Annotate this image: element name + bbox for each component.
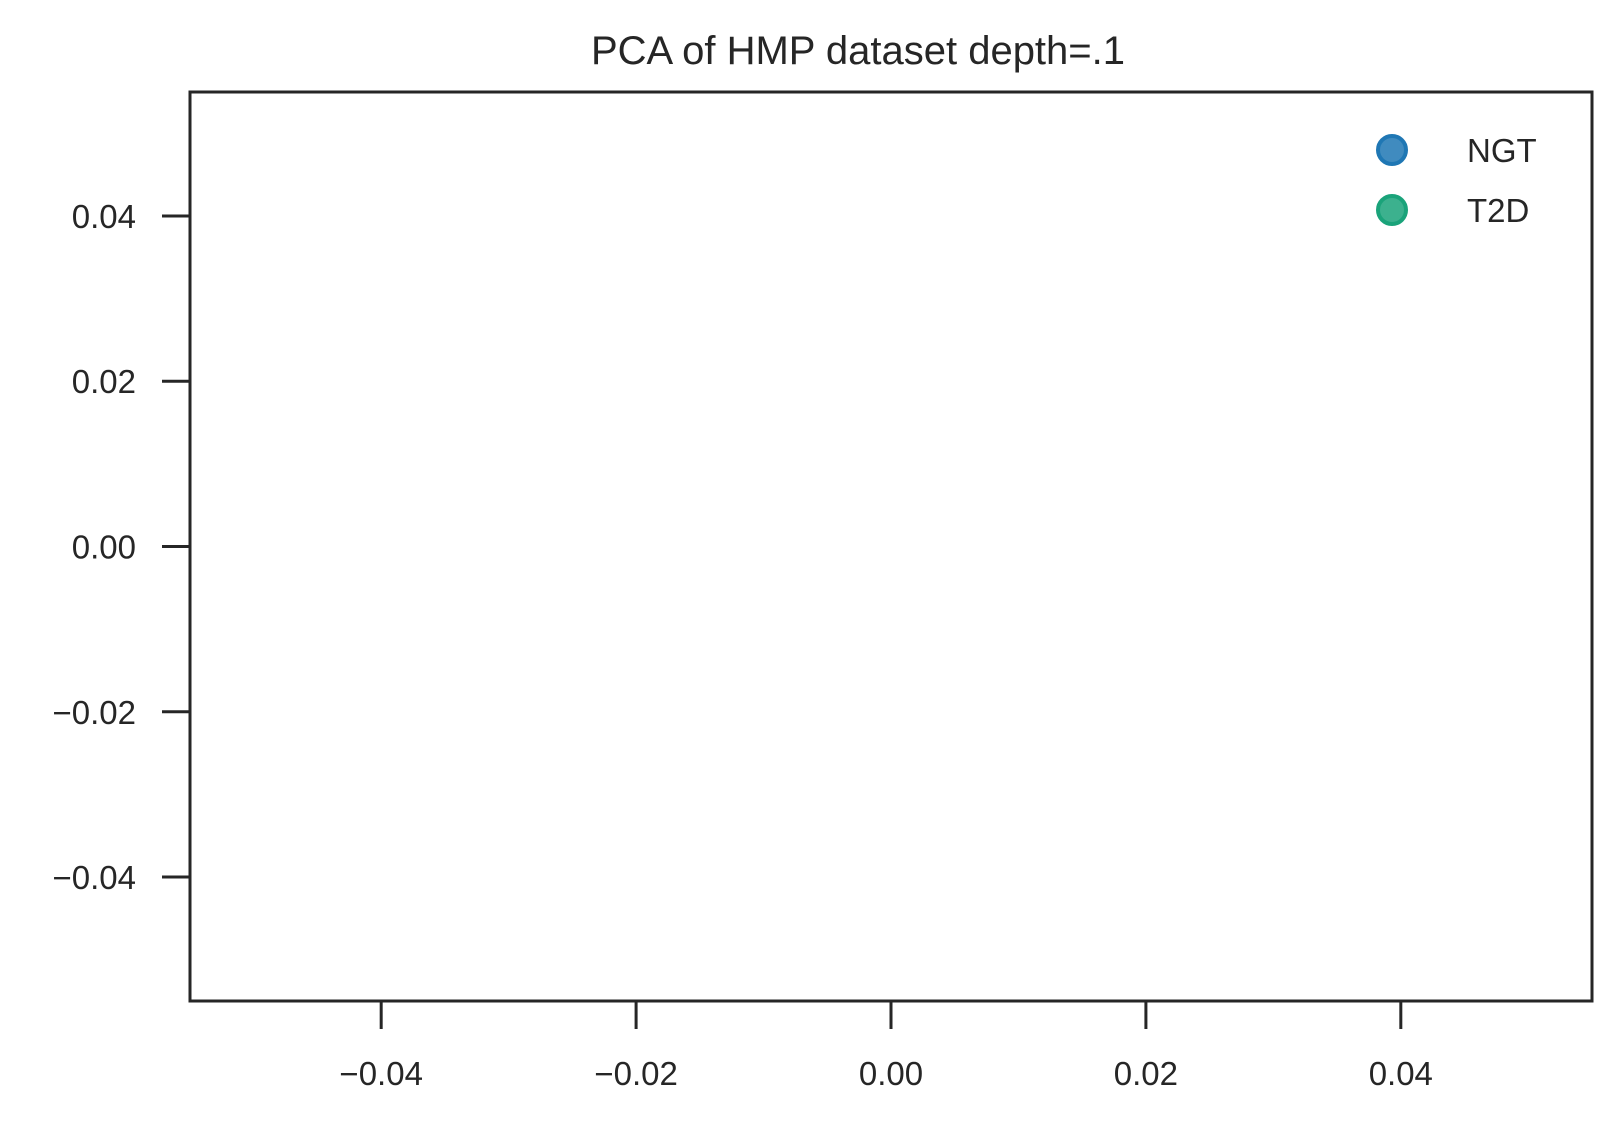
chart-title: PCA of HMP dataset depth=.1 [591,29,1125,73]
legend-label-ngt: NGT [1467,132,1537,169]
x-tick-label: 0.04 [1369,1055,1433,1092]
y-tick-label: 0.02 [72,363,136,400]
y-tick-label: −0.02 [53,694,137,731]
x-tick-label: −0.02 [594,1055,678,1092]
legend-marker-t2d [1376,194,1408,226]
x-axis-ticks: −0.04 −0.02 0.00 0.02 0.04 [339,1001,1433,1092]
plot-area-frame [188,90,1594,1003]
y-tick-label: 0.04 [72,198,136,235]
y-tick-label: 0.00 [72,529,136,566]
legend-label-t2d: T2D [1467,192,1529,229]
legend-marker-ngt [1376,134,1408,166]
x-tick-label: 0.02 [1114,1055,1178,1092]
legend: NGT T2D [1376,132,1537,229]
y-axis-ticks: 0.04 0.02 0.00 −0.02 −0.04 [53,198,190,896]
x-tick-label: 0.00 [859,1055,923,1092]
y-tick-label: −0.04 [53,859,137,896]
x-tick-label: −0.04 [339,1055,423,1092]
